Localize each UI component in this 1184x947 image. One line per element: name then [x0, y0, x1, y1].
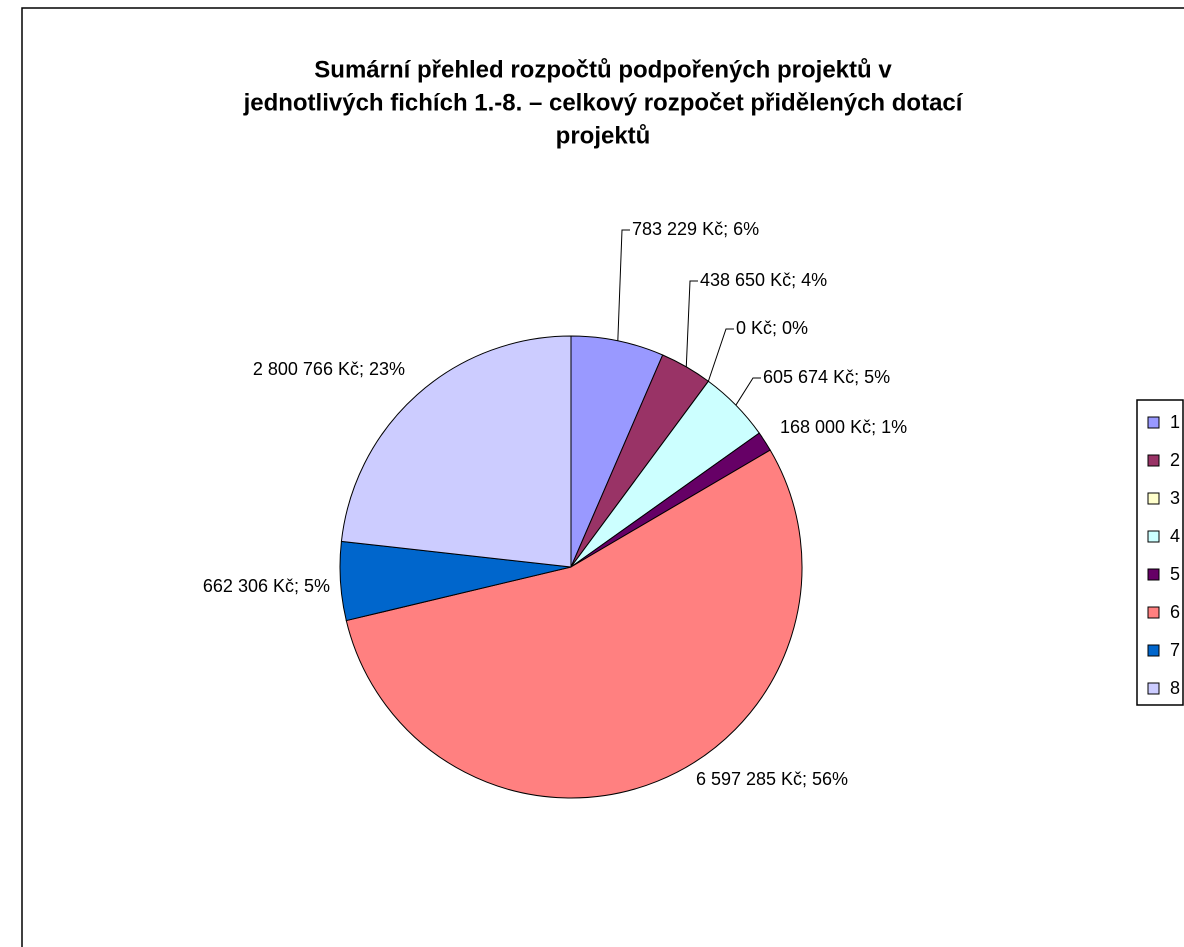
data-label: 438 650 Kč; 4% — [700, 270, 827, 290]
legend-label: 5 — [1170, 564, 1180, 584]
leader-line — [617, 229, 630, 341]
data-label: 662 306 Kč; 5% — [203, 576, 330, 596]
data-label: 6 597 285 Kč; 56% — [696, 769, 848, 789]
pie-slice — [340, 335, 572, 568]
data-label: 783 229 Kč; 6% — [632, 219, 759, 239]
legend-swatch — [1147, 530, 1160, 543]
legend-swatch — [1147, 568, 1160, 581]
legend-swatch — [1147, 606, 1160, 619]
legend-label: 1 — [1170, 412, 1180, 432]
legend-label: 4 — [1170, 526, 1180, 546]
pie-slice — [345, 449, 803, 799]
data-label: 168 000 Kč; 1% — [780, 417, 907, 437]
legend-swatch — [1147, 644, 1160, 657]
legend-label: 6 — [1170, 602, 1180, 622]
legend-label: 7 — [1170, 640, 1180, 660]
leader-line — [685, 280, 698, 367]
legend-swatch — [1147, 454, 1160, 467]
data-label: 605 674 Kč; 5% — [763, 367, 890, 387]
chart-title: projektů — [556, 122, 651, 149]
chart-title: jednotlivých fichích 1.-8. – celkový roz… — [243, 89, 964, 116]
data-label: 2 800 766 Kč; 23% — [253, 359, 405, 379]
legend-label: 8 — [1170, 678, 1180, 698]
data-label: 0 Kč; 0% — [736, 318, 808, 338]
legend-box — [1136, 399, 1184, 706]
legend-swatch — [1147, 416, 1160, 429]
leader-line — [735, 377, 761, 406]
chart-title: Sumární přehled rozpočtů podpořených pro… — [314, 56, 892, 83]
legend-swatch — [1147, 492, 1160, 505]
leader-line — [707, 328, 734, 382]
legend-label: 3 — [1170, 488, 1180, 508]
legend-swatch — [1147, 682, 1160, 695]
legend-label: 2 — [1170, 450, 1180, 470]
